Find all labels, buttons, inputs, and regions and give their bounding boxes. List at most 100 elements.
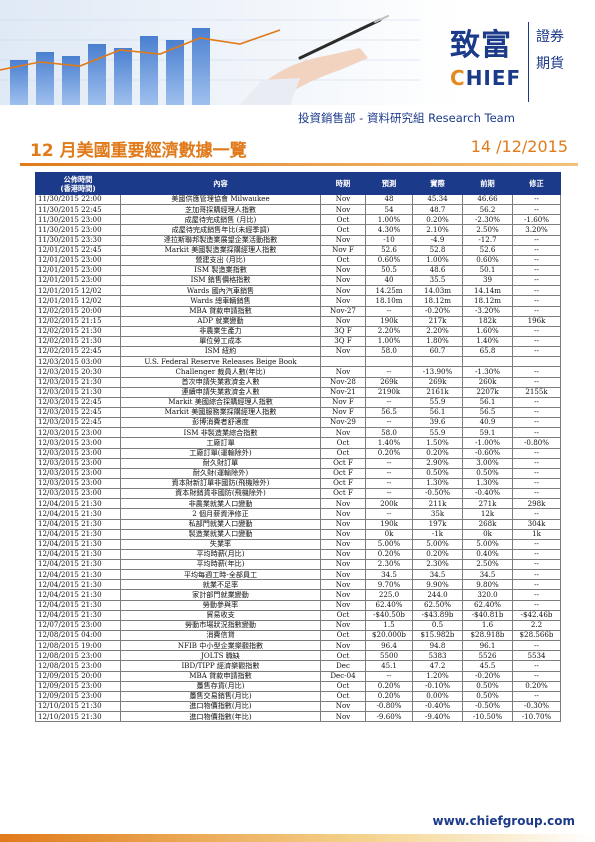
cell-previous: 2.50% — [462, 224, 513, 236]
cell-indicator: 連續申請失業救濟金人數 — [120, 386, 321, 398]
cell-actual: 269k — [412, 376, 463, 388]
cell-forecast: -- — [365, 457, 413, 469]
cell-actual: 55.9 — [412, 396, 463, 408]
cell-actual: 0.20% — [412, 447, 463, 459]
table-row: 12/04/2015 21:30 失業率 Nov 5.00% 5.00% 5.00% -- — [35, 538, 561, 550]
cell-period: Nov F — [320, 244, 366, 256]
cell-indicator: 工廠訂單 — [120, 437, 321, 449]
cell-revised: -- — [512, 579, 561, 591]
cell-time: 12/03/2015 23:00 — [35, 427, 121, 439]
table-row: 12/03/2015 23:00 資本財新訂單非國防(飛機除外) Oct F -- 1.… — [35, 477, 561, 490]
cell-indicator: 成屋待完成銷售 (月比) — [120, 214, 321, 226]
cell-period: Nov — [320, 599, 366, 611]
cell-time: 12/02/2015 21:30 — [35, 335, 121, 348]
cell-time: 12/04/2015 21:30 — [35, 579, 121, 591]
cell-indicator: NFIB 中小型企業樂觀指數 — [120, 640, 321, 652]
cell-time: 12/08/2015 23:00 — [35, 660, 121, 672]
cell-actual: -$43.89b — [412, 609, 463, 621]
cell-period: Oct — [320, 690, 366, 703]
cell-time: 12/03/2015 21:30 — [35, 376, 121, 388]
cell-forecast: 225.0 — [365, 589, 413, 601]
col-header-time-line2: (香港時間) — [60, 183, 96, 193]
cell-period: Oct F — [320, 477, 366, 490]
cell-indicator: 資本財新訂單非國防(飛機除外) — [120, 477, 321, 490]
table-row: 12/04/2015 21:30 平均每週工時-全部員工 Nov 34.5 34.5 34… — [35, 569, 561, 581]
cell-revised: -- — [512, 366, 561, 378]
cell-forecast: -- — [365, 417, 413, 429]
cell-revised: -- — [512, 254, 561, 266]
cell-indicator: Challenger 裁員人數(年比) — [120, 366, 321, 378]
cell-period: Oct — [320, 214, 366, 226]
table-row: 12/10/2015 21:30 進口物價指數(月比) Nov -0.80% -0.40… — [35, 701, 561, 713]
cell-actual: 2161k — [412, 386, 463, 398]
cell-forecast: -9.60% — [365, 711, 413, 723]
table-row: 12/01/2015 12/02 Wards 國內汽車銷售 Nov 14.25m 14.… — [35, 285, 561, 297]
cell-time: 12/09/2015 20:00 — [35, 670, 121, 682]
cell-period: Nov — [320, 498, 366, 510]
title-divider — [20, 163, 578, 166]
cell-actual: 2.10% — [412, 224, 463, 236]
cell-forecast: 62.40% — [365, 599, 413, 611]
cell-indicator: 平均每週工時-全部員工 — [120, 569, 321, 581]
cell-indicator: 耐久財(運輸除外) — [120, 467, 321, 479]
cell-forecast: -$40.50b — [365, 609, 413, 621]
table-row: 12/04/2015 21:30 就業不足率 Nov 9.70% 9.90% 9.80% -… — [35, 579, 561, 591]
cell-period: Nov — [320, 711, 366, 723]
cell-revised: -10.70% — [512, 711, 561, 723]
cell-revised: -0.80% — [512, 437, 561, 449]
cell-previous: 260k — [462, 376, 513, 388]
cell-period: Nov F — [320, 396, 366, 408]
cell-period: Nov — [320, 285, 366, 297]
cell-revised: -- — [512, 417, 561, 429]
cell-period: Oct — [320, 630, 366, 642]
table-row: 12/03/2015 23:00 ISM 非製造業綜合指數 Nov 58.0 55.9 5… — [35, 427, 561, 439]
cell-forecast: 190k — [365, 315, 413, 327]
cell-revised: -- — [512, 193, 561, 206]
cell-indicator: 失業率 — [120, 538, 321, 550]
table-row: 11/30/2015 22:00 美國供應管理協會 Milwaukee Nov 48 4… — [35, 193, 561, 206]
table-row: 12/04/2015 21:30 製造業就業人口變動 Nov 0k -1k 0k 1k — [35, 528, 561, 540]
table-row: 12/03/2015 22:45 彭博消費者舒適度 Nov-29 -- 39.6 40.9… — [35, 417, 561, 429]
table-row: 12/02/2015 21:15 ADP 就業變動 Nov 190k 217k 182k 1… — [35, 315, 561, 327]
cell-forecast: 50.5 — [365, 264, 413, 277]
table-row: 12/01/2015 12/02 Wards 總車輛銷售 Nov 18.10m 18.1… — [35, 295, 561, 307]
table-row: 12/03/2015 23:00 資本財銷貨非國防(飛機除外) Oct F -- -0.… — [35, 488, 561, 500]
cell-time: 12/02/2015 20:00 — [35, 305, 121, 317]
cell-actual: 5.00% — [412, 538, 463, 550]
cell-indicator: Markit 美國服務業採購經理人指數 — [120, 406, 321, 419]
cell-previous: 96.1 — [462, 640, 513, 652]
table-row: 12/03/2015 23:00 工廠訂單(運輸除外) Oct 0.20% 0.20% -… — [35, 447, 561, 459]
cell-period: Nov — [320, 508, 366, 520]
cell-period: Nov-27 — [320, 305, 366, 317]
cell-forecast: 58.0 — [365, 427, 413, 439]
cell-forecast: -- — [365, 396, 413, 408]
table-row: 12/04/2015 21:30 2 個月薪資淨修正 Nov -- 35k 12k -- — [35, 508, 561, 520]
cell-forecast: -- — [365, 508, 413, 520]
cell-forecast: -0.80% — [365, 701, 413, 713]
cell-revised: -- — [512, 285, 561, 297]
cell-actual: 2.20% — [412, 325, 463, 337]
cell-indicator: MBA 貸款申請指數 — [120, 305, 321, 317]
cell-period: Oct F — [320, 488, 366, 500]
cell-forecast: 9.70% — [365, 579, 413, 591]
cell-indicator: JOLTS 職缺 — [120, 650, 321, 662]
logo-en-initial: C — [450, 66, 466, 90]
cell-forecast: 14.25m — [365, 285, 413, 297]
cell-actual: 45.34 — [412, 193, 463, 206]
cell-actual: 197k — [412, 518, 463, 530]
cell-time: 12/01/2015 12/02 — [35, 295, 121, 307]
cell-actual: $15.982b — [412, 630, 463, 642]
cell-actual: 1.50% — [412, 437, 463, 449]
cell-forecast: 96.4 — [365, 640, 413, 652]
cell-previous: 18.12m — [462, 295, 513, 307]
cell-previous: 0k — [462, 528, 513, 540]
table-row: 12/02/2015 21:30 非農業生產力 3Q F 2.20% 2.20% 1.60… — [35, 325, 561, 337]
cell-previous: -1.30% — [462, 366, 513, 378]
cell-time: 12/03/2015 21:30 — [35, 386, 121, 398]
cell-forecast: 1.40% — [365, 437, 413, 449]
cell-previous: -1.00% — [462, 437, 513, 449]
cell-period: Nov — [320, 538, 366, 550]
table-row: 11/30/2015 23:00 成屋待完成銷售 (月比) Oct 1.00% 0.20… — [35, 214, 561, 226]
cell-time: 12/04/2015 21:30 — [35, 589, 121, 601]
cell-time: 12/03/2015 23:00 — [35, 488, 121, 500]
